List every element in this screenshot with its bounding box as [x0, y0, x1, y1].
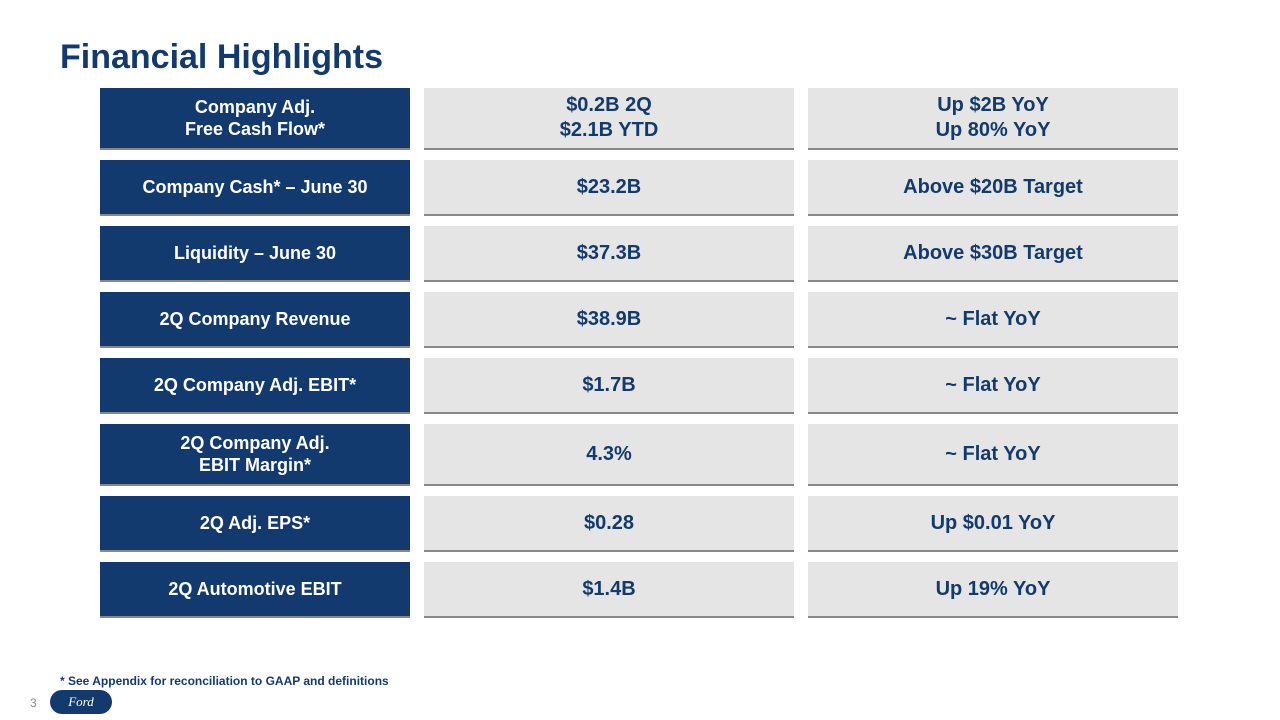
delta-cell: ~ Flat YoY — [808, 424, 1178, 486]
table-row: 2Q Company Revenue $38.9B ~ Flat YoY — [100, 292, 1180, 348]
page-title: Financial Highlights — [60, 38, 383, 77]
metric-cell-line: 2Q Company Revenue — [159, 308, 350, 331]
value-cell: $0.28 — [424, 496, 794, 552]
delta-cell: Up $2B YoYUp 80% YoY — [808, 88, 1178, 150]
table-row: 2Q Adj. EPS* $0.28 Up $0.01 YoY — [100, 496, 1180, 552]
metric-cell-line: 2Q Company Adj. — [180, 432, 329, 455]
value-cell-line: $38.9B — [577, 307, 642, 332]
metric-cell-line: 2Q Automotive EBIT — [168, 578, 341, 601]
value-cell-line: $0.28 — [584, 511, 634, 536]
table-row: 2Q Company Adj.EBIT Margin* 4.3% ~ Flat Yo… — [100, 424, 1180, 486]
table-row: Liquidity – June 30 $37.3B Above $30B Targ… — [100, 226, 1180, 282]
metric-cell: 2Q Company Adj. EBIT* — [100, 358, 410, 414]
delta-cell: Up $0.01 YoY — [808, 496, 1178, 552]
value-cell: $37.3B — [424, 226, 794, 282]
value-cell: $1.4B — [424, 562, 794, 618]
delta-cell: ~ Flat YoY — [808, 358, 1178, 414]
footnote: * See Appendix for reconciliation to GAA… — [60, 674, 389, 688]
metric-cell-line: Company Adj. — [195, 96, 315, 119]
table-row: 2Q Automotive EBIT $1.4B Up 19% YoY — [100, 562, 1180, 618]
value-cell-line: $1.7B — [582, 373, 635, 398]
metric-cell-line: 2Q Company Adj. EBIT* — [154, 374, 356, 397]
metric-cell: Company Adj.Free Cash Flow* — [100, 88, 410, 150]
value-cell: 4.3% — [424, 424, 794, 486]
page-number: 3 — [30, 696, 37, 710]
metric-cell: Company Cash* – June 30 — [100, 160, 410, 216]
metric-cell: 2Q Adj. EPS* — [100, 496, 410, 552]
table-row: Company Cash* – June 30 $23.2B Above $20B … — [100, 160, 1180, 216]
value-cell: $23.2B — [424, 160, 794, 216]
delta-cell-line: ~ Flat YoY — [945, 373, 1040, 398]
delta-cell-line: Above $30B Target — [903, 241, 1083, 266]
highlights-table: Company Adj.Free Cash Flow*$0.2B 2Q$2.1B… — [100, 88, 1180, 628]
value-cell-line: $0.2B 2Q — [566, 93, 652, 118]
value-cell: $38.9B — [424, 292, 794, 348]
delta-cell: ~ Flat YoY — [808, 292, 1178, 348]
table-row: Company Adj.Free Cash Flow*$0.2B 2Q$2.1B… — [100, 88, 1180, 150]
delta-cell-line: ~ Flat YoY — [945, 442, 1040, 467]
ford-logo: Ford — [50, 690, 112, 714]
metric-cell-line: Company Cash* – June 30 — [142, 176, 367, 199]
metric-cell-line: 2Q Adj. EPS* — [200, 512, 310, 535]
metric-cell-line: Free Cash Flow* — [185, 118, 325, 141]
metric-cell-line: EBIT Margin* — [199, 454, 311, 477]
delta-cell-line: Up 80% YoY — [936, 118, 1051, 143]
table-row: 2Q Company Adj. EBIT* $1.7B ~ Flat YoY — [100, 358, 1180, 414]
metric-cell: 2Q Automotive EBIT — [100, 562, 410, 618]
delta-cell: Above $20B Target — [808, 160, 1178, 216]
delta-cell-line: Up $2B YoY — [937, 93, 1049, 118]
value-cell-line: $2.1B YTD — [560, 118, 659, 143]
value-cell-line: $1.4B — [582, 577, 635, 602]
metric-cell: 2Q Company Revenue — [100, 292, 410, 348]
metric-cell: Liquidity – June 30 — [100, 226, 410, 282]
delta-cell: Up 19% YoY — [808, 562, 1178, 618]
delta-cell-line: Up 19% YoY — [936, 577, 1051, 602]
delta-cell-line: ~ Flat YoY — [945, 307, 1040, 332]
delta-cell-line: Up $0.01 YoY — [931, 511, 1056, 536]
value-cell-line: $23.2B — [577, 175, 642, 200]
delta-cell-line: Above $20B Target — [903, 175, 1083, 200]
value-cell: $1.7B — [424, 358, 794, 414]
metric-cell: 2Q Company Adj.EBIT Margin* — [100, 424, 410, 486]
value-cell-line: $37.3B — [577, 241, 642, 266]
value-cell-line: 4.3% — [586, 442, 632, 467]
metric-cell-line: Liquidity – June 30 — [174, 242, 336, 265]
delta-cell: Above $30B Target — [808, 226, 1178, 282]
value-cell: $0.2B 2Q$2.1B YTD — [424, 88, 794, 150]
ford-logo-text: Ford — [68, 694, 94, 710]
